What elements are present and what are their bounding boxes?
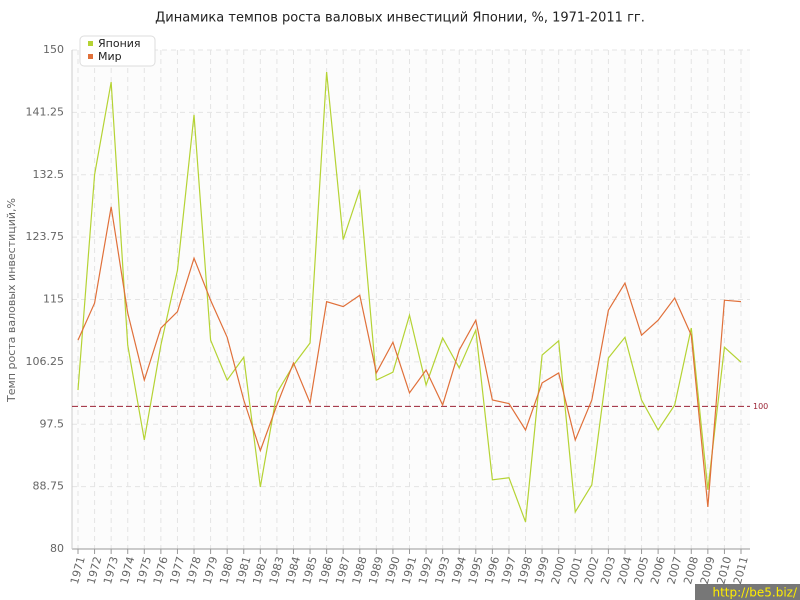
legend-swatch (88, 41, 93, 46)
watermark: http://be5.biz/ (712, 586, 797, 600)
y-tick-label: 106.25 (26, 355, 65, 368)
series-line (77, 206, 742, 507)
y-tick-label: 97.5 (40, 417, 65, 430)
y-tick-label: 141.25 (26, 105, 65, 118)
y-tick-label: 80 (50, 542, 64, 555)
watermark-bg (695, 584, 800, 600)
legend-swatch (88, 54, 93, 59)
y-tick-label: 115 (43, 293, 64, 306)
y-tick-label: 123.75 (26, 230, 65, 243)
x-tick-label: 2011 (731, 555, 751, 585)
legend-label: Япония (98, 37, 141, 50)
legend-label: Мир (98, 50, 122, 63)
reference-label: 100 (753, 402, 768, 411)
y-tick-label: 150 (43, 43, 64, 56)
series-line (77, 72, 742, 523)
y-tick-label: 132.5 (33, 168, 65, 181)
y-tick-label: 88.75 (33, 480, 65, 493)
legend-box (79, 35, 156, 67)
chart-title: Динамика темпов роста валовых инвестиций… (155, 11, 645, 26)
y-axis-label: Темп роста валовых инвестиций,% (5, 198, 18, 403)
